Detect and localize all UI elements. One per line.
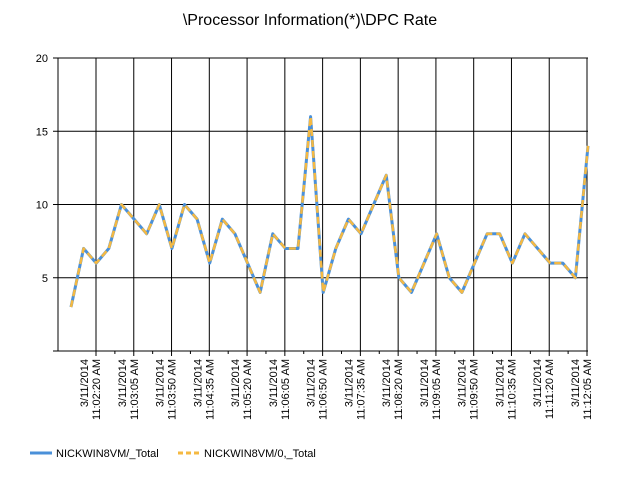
x-tick-label: 3/11/201411:04:35 AM	[192, 359, 216, 420]
legend-label-0: NICKWIN8VM/_Total	[56, 448, 159, 460]
x-tick-label: 3/11/201411:07:35 AM	[343, 359, 367, 420]
y-tick-label: 10	[36, 200, 48, 212]
x-tick-label: 3/11/201411:06:05 AM	[268, 359, 292, 420]
series-line-1	[69, 115, 590, 308]
x-tick-label: 3/11/201411:09:50 AM	[457, 359, 481, 420]
y-tick-label: 5	[42, 273, 48, 285]
y-tick-label: 20	[36, 53, 48, 65]
series-line-0	[69, 115, 590, 308]
x-tick-label: 3/11/201411:02:20 AM	[79, 359, 103, 420]
x-tick-label: 3/11/201411:12:05 AM	[570, 359, 594, 420]
x-tick-label: 3/11/201411:10:35 AM	[494, 359, 518, 420]
chart-title: \Processor Information(*)\DPC Rate	[182, 12, 438, 29]
x-tick-label: 3/11/201411:06:50 AM	[306, 359, 330, 420]
x-tick-label: 3/11/201411:11:20 AM	[532, 359, 556, 419]
x-tick-label: 3/11/201411:05:20 AM	[230, 359, 254, 420]
x-tick-label: 3/11/201411:09:05 AM	[419, 359, 443, 420]
x-tick-label: 3/11/201411:03:05 AM	[117, 359, 141, 420]
legend-label-1: NICKWIN8VM/0,_Total	[204, 448, 316, 460]
x-tick-label: 3/11/201411:08:20 AM	[381, 359, 405, 420]
y-tick-label: 15	[36, 126, 48, 138]
x-tick-label: 3/11/201411:03:50 AM	[155, 359, 179, 420]
